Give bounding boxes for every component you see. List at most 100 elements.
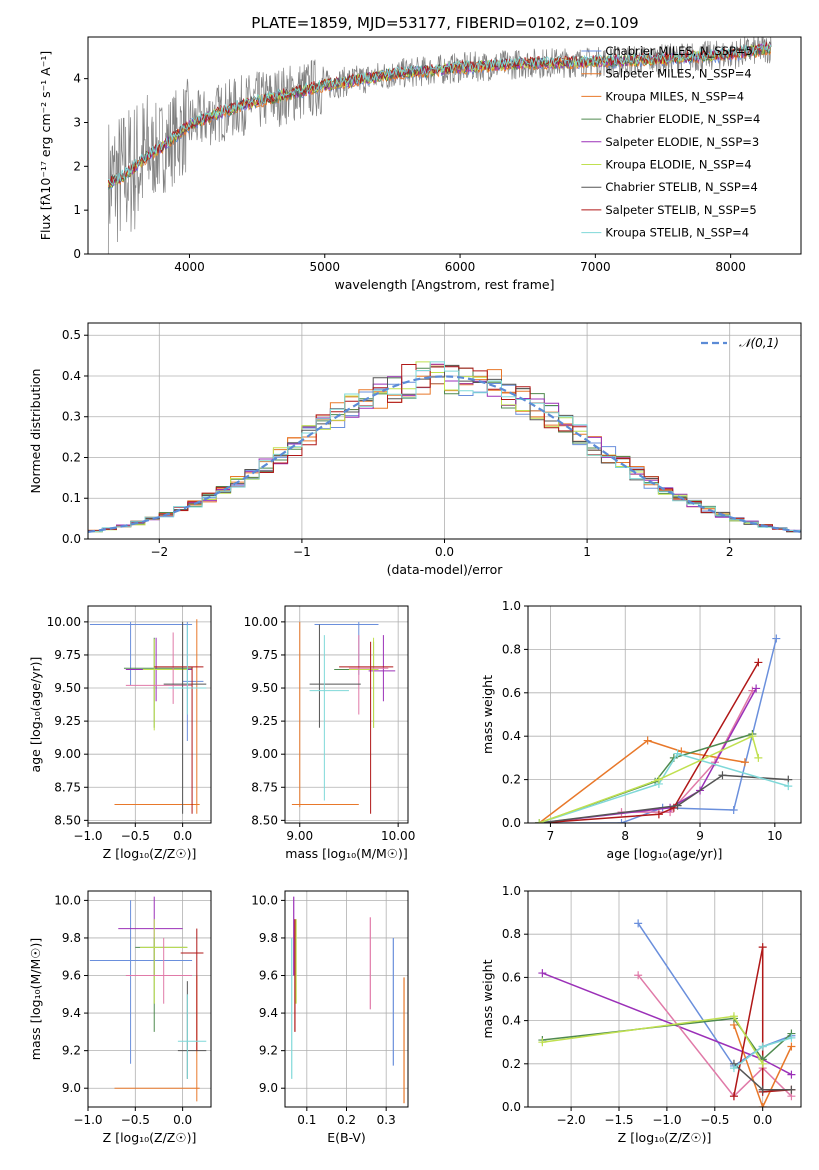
weight-series-line xyxy=(733,947,792,1097)
x-tick-label: 7 xyxy=(547,829,555,843)
y-axis-label: age [log₁₀(age/yr)] xyxy=(28,657,43,773)
y-tick-label: 9.2 xyxy=(259,1044,278,1058)
x-axis-label: Z [log₁₀(Z/Z☉)] xyxy=(103,1130,197,1145)
weight-vs-metallicity-panel: −2.0 −1.5 −1.0 −0.5 0.0 0.0 0.2 0.4 0.6 0.8 1.0 Z [… xyxy=(480,884,802,1145)
weight-marker xyxy=(758,1042,767,1051)
weight-series-line xyxy=(538,752,789,823)
legend-label: Salpeter MILES, N_SSP=4 xyxy=(605,67,751,81)
y-tick-label: 8.75 xyxy=(54,780,81,794)
weight-marker xyxy=(673,749,682,758)
residual-histogram-panel: −2 −1 0.0 1 2 0.0 0.1 0.2 0.3 0.4 0.5 (data-model)/… xyxy=(28,322,802,577)
legend-label: Salpeter ELODIE, N_SSP=3 xyxy=(605,135,759,149)
x-tick-label: 8000 xyxy=(715,260,746,274)
y-tick-label: 0.4 xyxy=(502,729,521,743)
y-tick-label: 0.3 xyxy=(62,410,81,424)
y-tick-label: 0.4 xyxy=(502,1014,521,1028)
x-tick-label: −1.5 xyxy=(604,1113,633,1127)
y-tick-label: 9.4 xyxy=(62,1006,81,1020)
y-axis-label: mass weight xyxy=(480,959,495,1038)
weight-series-line xyxy=(637,922,792,1068)
x-axis-label: (data-model)/error xyxy=(387,562,504,577)
weight-series-line xyxy=(538,735,760,823)
x-tick-label: −1.0 xyxy=(73,829,102,843)
axes-frame xyxy=(87,36,802,255)
y-tick-label: 9.25 xyxy=(54,714,81,728)
mass-vs-metallicity-panel: −1.0 −0.5 0.0 9.0 9.2 9.4 9.6 9.8 10.0 Z [log₁₀(Z… xyxy=(28,890,212,1145)
weight-series-line xyxy=(539,662,760,823)
y-tick-label: 9.25 xyxy=(251,714,278,728)
x-tick-label: 0.0 xyxy=(173,1113,192,1127)
weight-series-line xyxy=(539,688,757,823)
y-tick-label: 2 xyxy=(73,159,81,173)
weight-series-line xyxy=(542,1015,764,1065)
weight-marker xyxy=(634,919,643,928)
legend-label: Kroupa ELODIE, N_SSP=4 xyxy=(605,158,751,172)
x-tick-label: 0.0 xyxy=(435,545,454,559)
axes-frame xyxy=(284,605,409,824)
y-tick-label: 10.0 xyxy=(251,893,278,907)
y-tick-label: 9.75 xyxy=(54,648,81,662)
weight-marker xyxy=(758,1085,767,1094)
y-tick-label: 0.0 xyxy=(502,816,521,830)
weight-series-line xyxy=(637,974,792,1098)
weight-vs-age-panel: 7 8 9 10 0.0 0.2 0.4 0.6 0.8 1.0 age [log₁₀(age/yr… xyxy=(480,599,802,861)
weight-marker xyxy=(787,1085,796,1094)
weight-marker xyxy=(748,732,757,741)
y-tick-label: 9.75 xyxy=(251,648,278,662)
legend-label: Kroupa MILES, N_SSP=4 xyxy=(605,89,744,103)
y-axis-label: Normed distribution xyxy=(28,369,43,494)
y-tick-label: 0.5 xyxy=(62,328,81,342)
x-tick-label: 4000 xyxy=(174,260,205,274)
plot-area xyxy=(291,896,405,1104)
histogram-step xyxy=(88,361,801,533)
weight-marker xyxy=(654,775,663,784)
y-tick-label: 9.2 xyxy=(62,1044,81,1058)
y-tick-label: 0.4 xyxy=(62,369,81,383)
weight-marker xyxy=(729,1064,738,1073)
weight-marker xyxy=(758,943,767,952)
x-tick-label: 6000 xyxy=(445,260,476,274)
spectrum-panel: 4000 5000 6000 7000 8000 0 1 2 3 4 wavelength [Ang… xyxy=(38,36,802,292)
x-tick-label: −0.5 xyxy=(700,1113,729,1127)
axes-frame xyxy=(87,605,212,824)
weight-series-line xyxy=(538,739,746,823)
x-axis-label: wavelength [Angstrom, rest frame] xyxy=(334,277,554,292)
y-tick-label: 10.0 xyxy=(54,893,81,907)
weight-marker xyxy=(643,736,652,745)
x-tick-label: −2 xyxy=(150,545,168,559)
y-tick-label: 10.00 xyxy=(244,615,278,629)
y-tick-label: 0.6 xyxy=(502,970,521,984)
x-tick-label: −0.5 xyxy=(121,1113,150,1127)
plot-area xyxy=(88,361,801,533)
y-tick-label: 0.6 xyxy=(502,686,521,700)
x-axis-label: Z [log₁₀(Z/Z☉)] xyxy=(103,846,197,861)
y-tick-label: 0.0 xyxy=(62,532,81,546)
x-tick-label: 5000 xyxy=(309,260,340,274)
y-tick-label: 3 xyxy=(73,115,81,129)
model-spectrum xyxy=(108,41,772,189)
weight-marker xyxy=(754,753,763,762)
weight-marker xyxy=(535,819,544,823)
y-tick-label: 9.0 xyxy=(259,1081,278,1095)
x-tick-label: 2 xyxy=(726,545,734,559)
y-tick-label: 9.6 xyxy=(62,969,81,983)
x-tick-label: −0.5 xyxy=(121,829,150,843)
x-tick-label: 1 xyxy=(583,545,591,559)
plot-area xyxy=(538,919,796,1107)
weight-marker xyxy=(729,1012,738,1021)
y-tick-label: 8.50 xyxy=(54,813,81,827)
weight-marker xyxy=(634,971,643,980)
y-tick-label: 0.8 xyxy=(502,927,521,941)
x-tick-label: −1.0 xyxy=(73,1113,102,1127)
x-axis-label: E(B-V) xyxy=(327,1130,366,1145)
legend-label: Chabrier STELIB, N_SSP=4 xyxy=(605,180,757,194)
axes-frame xyxy=(527,890,802,1108)
y-tick-label: 9.50 xyxy=(54,681,81,695)
weight-marker xyxy=(752,684,761,693)
plot-area xyxy=(89,896,207,1102)
weight-marker xyxy=(617,819,626,823)
legend-label: Salpeter STELIB, N_SSP=5 xyxy=(605,203,756,217)
y-tick-label: 4 xyxy=(73,72,81,86)
normal-reference-curve xyxy=(88,375,801,533)
